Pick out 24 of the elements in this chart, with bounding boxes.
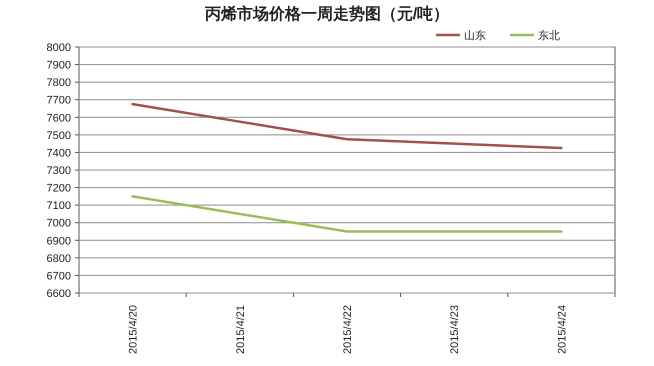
y-tick-label: 7300	[46, 165, 71, 177]
x-tick-label: 2015/4/21	[234, 305, 247, 354]
x-tick-label: 2015/4/20	[128, 305, 140, 354]
legend-label: 山东	[464, 29, 486, 42]
y-tick-label: 7000	[46, 218, 71, 230]
y-tick-label: 7500	[46, 130, 71, 142]
y-tick-label: 8000	[46, 42, 71, 54]
y-tick-label: 7900	[46, 60, 71, 72]
y-tick-label: 7700	[46, 94, 71, 107]
y-tick-label: 7600	[46, 112, 71, 124]
y-tick-label: 6700	[46, 270, 71, 282]
y-tick-label: 7400	[46, 147, 71, 160]
line-series	[131, 102, 563, 150]
chart-title: 丙烯市场价格一周走势图（元/吨）	[204, 5, 450, 23]
y-tick-label: 6900	[46, 235, 71, 248]
y-tick-label: 6600	[46, 288, 71, 300]
y-tick-label: 6800	[46, 252, 71, 265]
x-tick-label: 2015/4/22	[342, 305, 354, 354]
x-tick-label: 2015/4/23	[449, 305, 462, 354]
y-tick-label: 7100	[46, 200, 71, 212]
y-tick-label: 7800	[46, 77, 71, 90]
legend-label: 东北	[538, 29, 560, 42]
y-tick-label: 7200	[46, 182, 71, 195]
x-tick-label: 2015/4/24	[556, 305, 568, 354]
